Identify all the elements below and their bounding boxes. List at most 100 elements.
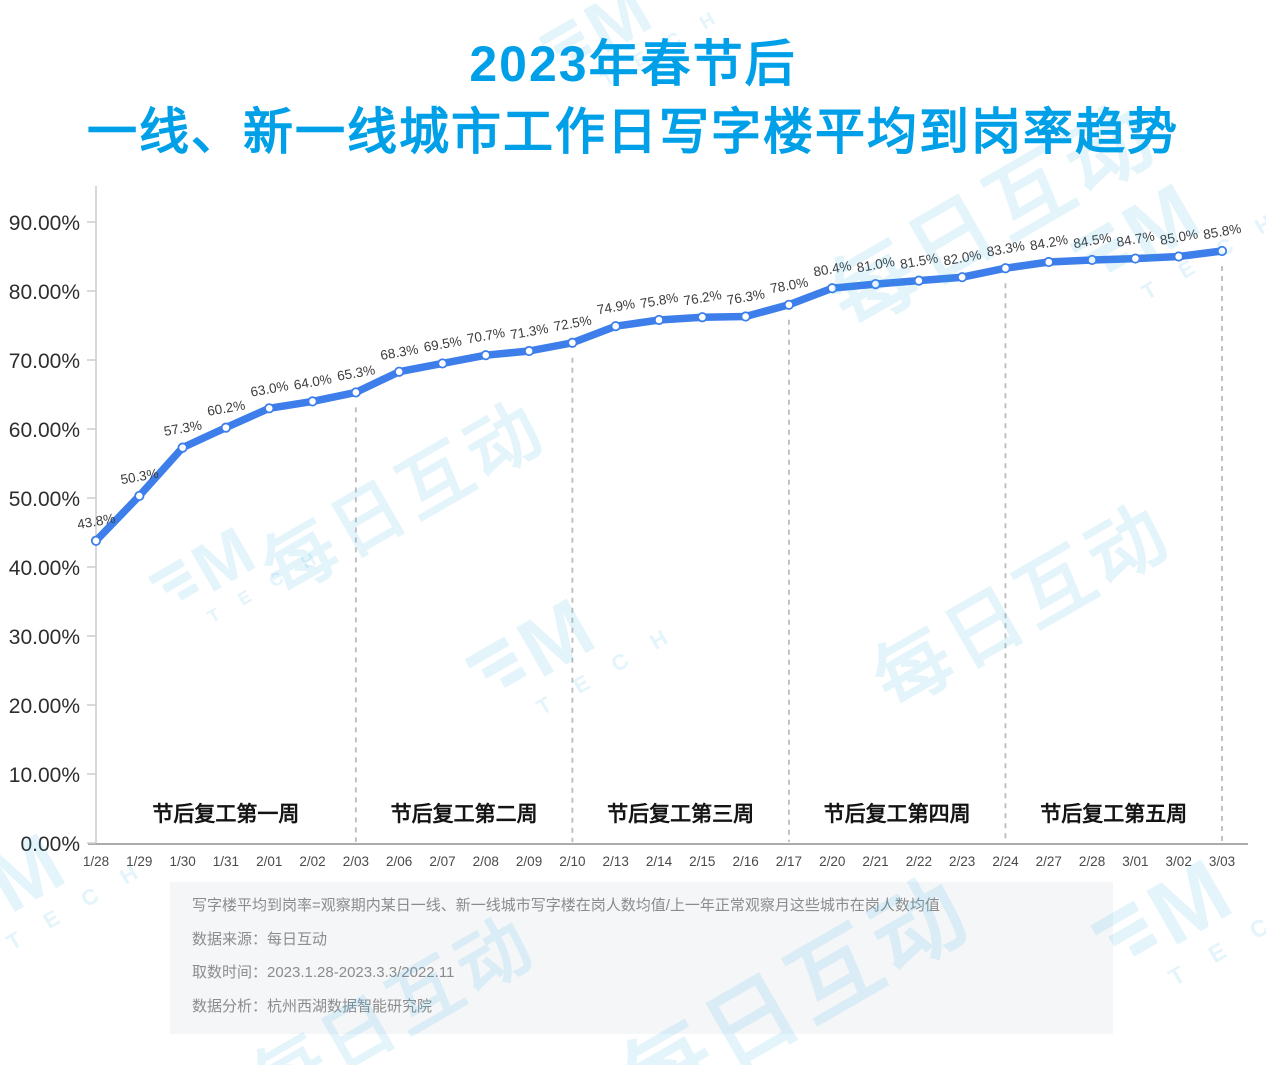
data-point-label: 81.5% <box>899 251 939 272</box>
data-point <box>913 275 924 286</box>
data-point-label: 43.8% <box>76 511 116 532</box>
data-point-label: 63.0% <box>249 378 289 399</box>
data-point <box>307 396 318 407</box>
x-tick-label: 3/01 <box>1122 854 1148 869</box>
x-tick-label: 1/30 <box>169 854 195 869</box>
data-point-label: 78.0% <box>769 275 809 296</box>
week-label: 节后复工第一周 <box>152 802 299 826</box>
x-tick-label: 2/28 <box>1079 854 1105 869</box>
data-point-label: 80.4% <box>812 258 852 279</box>
data-point <box>1043 256 1054 268</box>
footer-definition: 写字楼平均到岗率=观察期内某日一线、新一线城市写字楼在岗人数均值/上一年正常观察… <box>192 897 940 914</box>
x-tick-label: 2/21 <box>862 854 888 869</box>
page-title-line1: 2023年春节后 <box>469 36 797 92</box>
data-point-label: 50.3% <box>119 466 159 487</box>
week-label: 节后复工第五周 <box>1040 802 1187 826</box>
data-point <box>870 278 881 290</box>
footer-data-period: 取数时间：2023.1.28-2023.3.3/2022.11 <box>192 964 455 981</box>
data-point <box>480 350 491 361</box>
x-tick-label: 2/06 <box>386 854 412 869</box>
x-tick-label: 2/27 <box>1036 854 1062 869</box>
data-point <box>437 358 448 369</box>
x-tick-label: 2/16 <box>732 854 758 869</box>
data-point-label: 76.2% <box>682 287 722 308</box>
x-tick-label: 2/24 <box>992 854 1019 869</box>
x-tick-label: 2/07 <box>429 854 455 869</box>
data-point <box>1000 263 1011 274</box>
data-point <box>264 403 275 414</box>
data-point-label: 72.5% <box>552 313 592 334</box>
y-tick-label: 70.00% <box>9 350 80 373</box>
x-tick-label: 3/03 <box>1209 854 1235 869</box>
x-tick-label: 2/22 <box>906 854 932 869</box>
data-point-label: 84.5% <box>1072 230 1112 251</box>
data-point <box>134 490 145 502</box>
data-point <box>783 299 795 310</box>
data-point-label: 75.8% <box>639 290 679 311</box>
y-tick-label: 80.00% <box>9 281 80 304</box>
data-point <box>90 535 102 546</box>
x-tick-label: 2/02 <box>299 854 325 869</box>
data-point <box>1086 254 1098 266</box>
x-tick-label: 2/03 <box>343 854 369 869</box>
x-tick-label: 2/13 <box>603 854 629 869</box>
y-tick-label: 0.00% <box>20 833 80 856</box>
data-point <box>177 442 188 453</box>
data-point-label: 85.0% <box>1159 226 1199 247</box>
data-point-label: 70.7% <box>466 325 506 346</box>
x-tick-label: 2/09 <box>516 854 542 869</box>
data-point-label: 82.0% <box>942 247 982 268</box>
data-point <box>827 283 838 294</box>
footer-data-source: 数据来源：每日互动 <box>192 930 328 948</box>
data-point-label: 83.3% <box>986 238 1026 259</box>
data-point <box>957 272 968 283</box>
data-point <box>1130 253 1141 264</box>
data-point-label: 57.3% <box>163 417 203 438</box>
x-tick-label: 3/02 <box>1166 854 1192 869</box>
data-point-label: 81.0% <box>856 254 896 275</box>
week-label: 节后复工第四周 <box>824 802 971 826</box>
y-tick-label: 30.00% <box>9 626 80 649</box>
x-tick-label: 2/14 <box>646 854 673 869</box>
y-tick-label: 40.00% <box>9 557 80 580</box>
x-tick-label: 2/08 <box>473 854 499 869</box>
data-point-label: 64.0% <box>293 371 333 392</box>
data-point-label: 71.3% <box>509 321 549 342</box>
week-label: 节后复工第二周 <box>391 802 538 826</box>
y-tick-label: 90.00% <box>9 212 80 235</box>
data-point <box>220 422 232 433</box>
data-point-label: 69.5% <box>423 333 463 354</box>
week-label: 节后复工第三周 <box>607 802 754 826</box>
y-tick-label: 10.00% <box>9 764 80 787</box>
data-point <box>1173 251 1184 262</box>
x-tick-label: 2/17 <box>776 854 802 869</box>
data-point <box>1216 245 1228 257</box>
data-point <box>567 337 578 348</box>
data-point-label: 68.3% <box>379 342 419 363</box>
data-point-label: 76.3% <box>726 286 766 307</box>
x-tick-label: 2/10 <box>559 854 585 869</box>
data-point-label: 84.2% <box>1029 232 1069 253</box>
footer-data-analysis: 数据分析：杭州西湖数据智能研究院 <box>192 997 433 1015</box>
y-tick-label: 60.00% <box>9 419 80 442</box>
data-point <box>653 314 665 326</box>
x-tick-label: 2/23 <box>949 854 975 869</box>
data-point-label: 84.7% <box>1115 228 1155 249</box>
x-tick-label: 2/15 <box>689 854 715 869</box>
x-tick-label: 1/31 <box>213 854 239 869</box>
y-tick-label: 50.00% <box>9 488 80 511</box>
footer-note: 写字楼平均到岗率=观察期内某日一线、新一线城市写字楼在岗人数均值/上一年正常观察… <box>170 882 1113 1034</box>
y-tick-label: 20.00% <box>9 695 80 718</box>
data-point <box>697 312 708 323</box>
page-title: 2023年春节后 一线、新一线城市工作日写字楼平均到岗率趋势 <box>0 30 1266 166</box>
data-point-label: 65.3% <box>336 362 376 383</box>
data-point <box>350 387 361 398</box>
data-point-label: 60.2% <box>206 397 246 418</box>
data-point <box>523 345 535 357</box>
data-point-label: 85.8% <box>1202 221 1242 242</box>
data-point-label: 74.9% <box>596 296 636 317</box>
data-point <box>394 366 405 377</box>
x-tick-label: 1/28 <box>83 854 109 869</box>
